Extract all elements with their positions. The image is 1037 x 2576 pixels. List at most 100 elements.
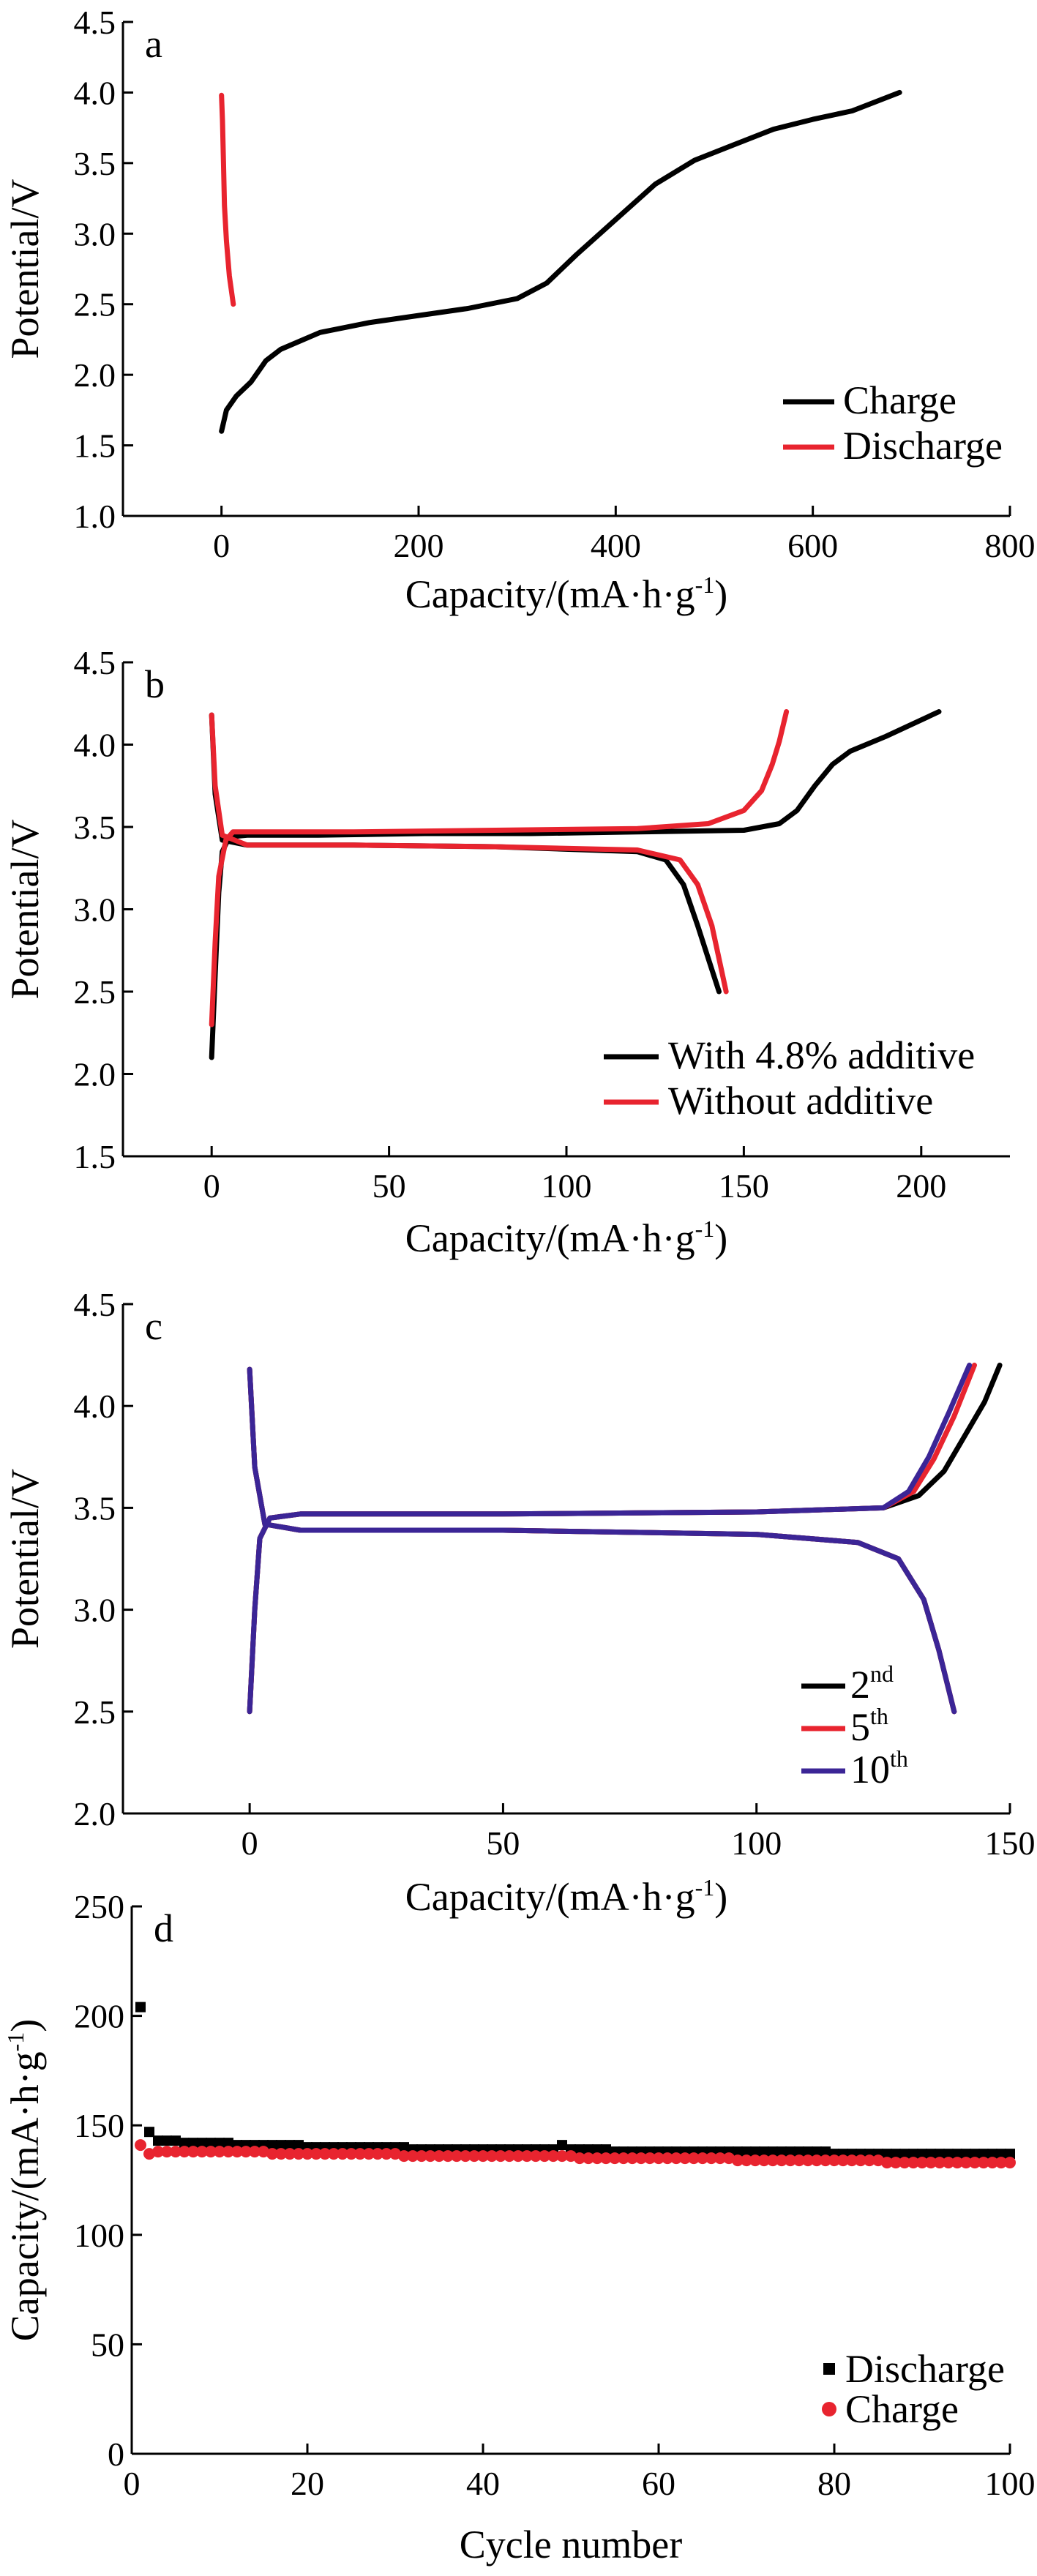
x-tick-label: 50 [486, 1824, 520, 1862]
x-axis-title: Capacity/(mA·h·g-1) [405, 1216, 728, 1260]
data-point-discharge [987, 2149, 997, 2160]
data-point-charge [802, 2154, 814, 2167]
data-point-charge [907, 2157, 919, 2169]
y-tick-label: 3.0 [74, 1592, 116, 1629]
data-point-discharge [917, 2149, 927, 2160]
data-point-discharge [943, 2149, 954, 2160]
data-point-discharge [820, 2146, 831, 2157]
data-point-discharge [812, 2146, 822, 2157]
data-point-charge [249, 2146, 261, 2158]
data-point-charge [266, 2148, 278, 2160]
x-axis-title: Capacity/(mA·h·g-1) [405, 1874, 728, 1919]
data-point-charge [653, 2152, 664, 2165]
data-point-discharge [785, 2146, 795, 2157]
data-point-charge [302, 2148, 313, 2160]
data-point-charge [995, 2157, 1007, 2169]
data-point-charge [811, 2154, 823, 2167]
data-point-charge [170, 2146, 181, 2158]
data-point-charge [749, 2154, 761, 2167]
y-tick-label: 1.5 [74, 1138, 116, 1175]
data-point-charge [758, 2154, 770, 2167]
data-point-charge [293, 2148, 304, 2160]
data-point-charge [310, 2148, 322, 2160]
data-point-charge [864, 2154, 875, 2167]
data-point-charge [231, 2146, 243, 2158]
y-tick-label: 2.5 [74, 973, 116, 1011]
data-point-charge [828, 2154, 840, 2167]
y-tick-label: 2.5 [74, 1693, 116, 1731]
data-point-charge [1004, 2157, 1016, 2169]
x-tick-label: 0 [203, 1167, 220, 1205]
y-axis-title: Potential/V [3, 820, 47, 1000]
x-tick-label: 400 [591, 527, 641, 564]
data-point-charge [521, 2150, 533, 2163]
x-tick-label: 100 [542, 1167, 592, 1205]
data-point-charge [512, 2150, 524, 2163]
data-point-charge [969, 2157, 981, 2169]
data-point-charge [793, 2154, 805, 2167]
data-point-charge [258, 2146, 269, 2158]
series-line-2 [209, 709, 790, 1027]
legend-label: Discharge [843, 424, 1003, 468]
data-point-discharge [776, 2146, 787, 2157]
data-point-charge [565, 2150, 577, 2163]
data-point-charge [943, 2157, 954, 2169]
data-point-charge [916, 2157, 928, 2169]
data-point-charge [618, 2152, 629, 2165]
chart-panel-b: 1.5 2.0 2.5 3.0 3.5 4.0 4.5 0 50 100 150 200 b Capaci… [3, 644, 1010, 1260]
data-point-discharge [399, 2142, 409, 2153]
chart-panel-c: 2.0 2.5 3.0 3.5 4.0 4.5 0 50 100 150 c Capacity/(mA… [3, 1286, 1036, 1919]
data-point-charge [723, 2152, 735, 2165]
data-point-charge [547, 2150, 559, 2163]
data-point-charge [495, 2150, 506, 2163]
data-point-charge [319, 2148, 331, 2160]
data-point-charge [785, 2154, 796, 2167]
data-point-discharge [135, 2002, 146, 2012]
data-point-charge [820, 2154, 831, 2167]
data-point-charge [732, 2154, 744, 2167]
data-point-charge [328, 2148, 340, 2160]
data-point-discharge [214, 2138, 225, 2149]
x-tick-label: 100 [985, 2465, 1036, 2502]
data-point-charge [354, 2148, 366, 2160]
data-point-discharge [267, 2140, 277, 2151]
data-point-charge [837, 2154, 849, 2167]
data-point-charge [196, 2146, 208, 2158]
data-point-charge [697, 2152, 708, 2165]
data-point-discharge [996, 2149, 1006, 2160]
series-line-3 [209, 712, 729, 995]
data-point-charge [688, 2152, 700, 2165]
data-point-charge [635, 2152, 647, 2165]
data-point-discharge [601, 2144, 611, 2155]
legend-label: 2nd [850, 1660, 894, 1707]
data-point-charge [240, 2146, 252, 2158]
data-point-charge [407, 2150, 419, 2163]
panel-letter: a [145, 22, 162, 66]
data-point-charge [135, 2139, 146, 2152]
data-point-charge [934, 2157, 946, 2169]
data-point-discharge [899, 2149, 910, 2160]
series-line-0 [219, 89, 902, 434]
data-point-charge [556, 2150, 568, 2163]
x-tick-label: 200 [896, 1167, 946, 1205]
data-point-charge [899, 2157, 910, 2169]
y-tick-label: 2.0 [74, 1795, 116, 1832]
data-point-discharge [144, 2127, 154, 2138]
data-point-charge [179, 2146, 190, 2158]
data-point-charge [187, 2146, 199, 2158]
data-point-discharge [750, 2146, 760, 2157]
x-tick-label: 100 [731, 1824, 782, 1862]
data-point-charge [662, 2152, 673, 2165]
data-point-discharge [935, 2149, 945, 2160]
data-point-charge [574, 2152, 585, 2165]
x-tick-label: 600 [787, 527, 838, 564]
data-point-discharge [206, 2138, 216, 2149]
data-point-charge [705, 2152, 717, 2165]
data-point-charge [398, 2150, 410, 2163]
data-point-charge [381, 2148, 392, 2160]
data-point-charge [670, 2152, 682, 2165]
y-tick-label: 3.5 [74, 1489, 116, 1527]
data-point-discharge [583, 2144, 594, 2155]
series-line-0 [209, 709, 942, 1060]
